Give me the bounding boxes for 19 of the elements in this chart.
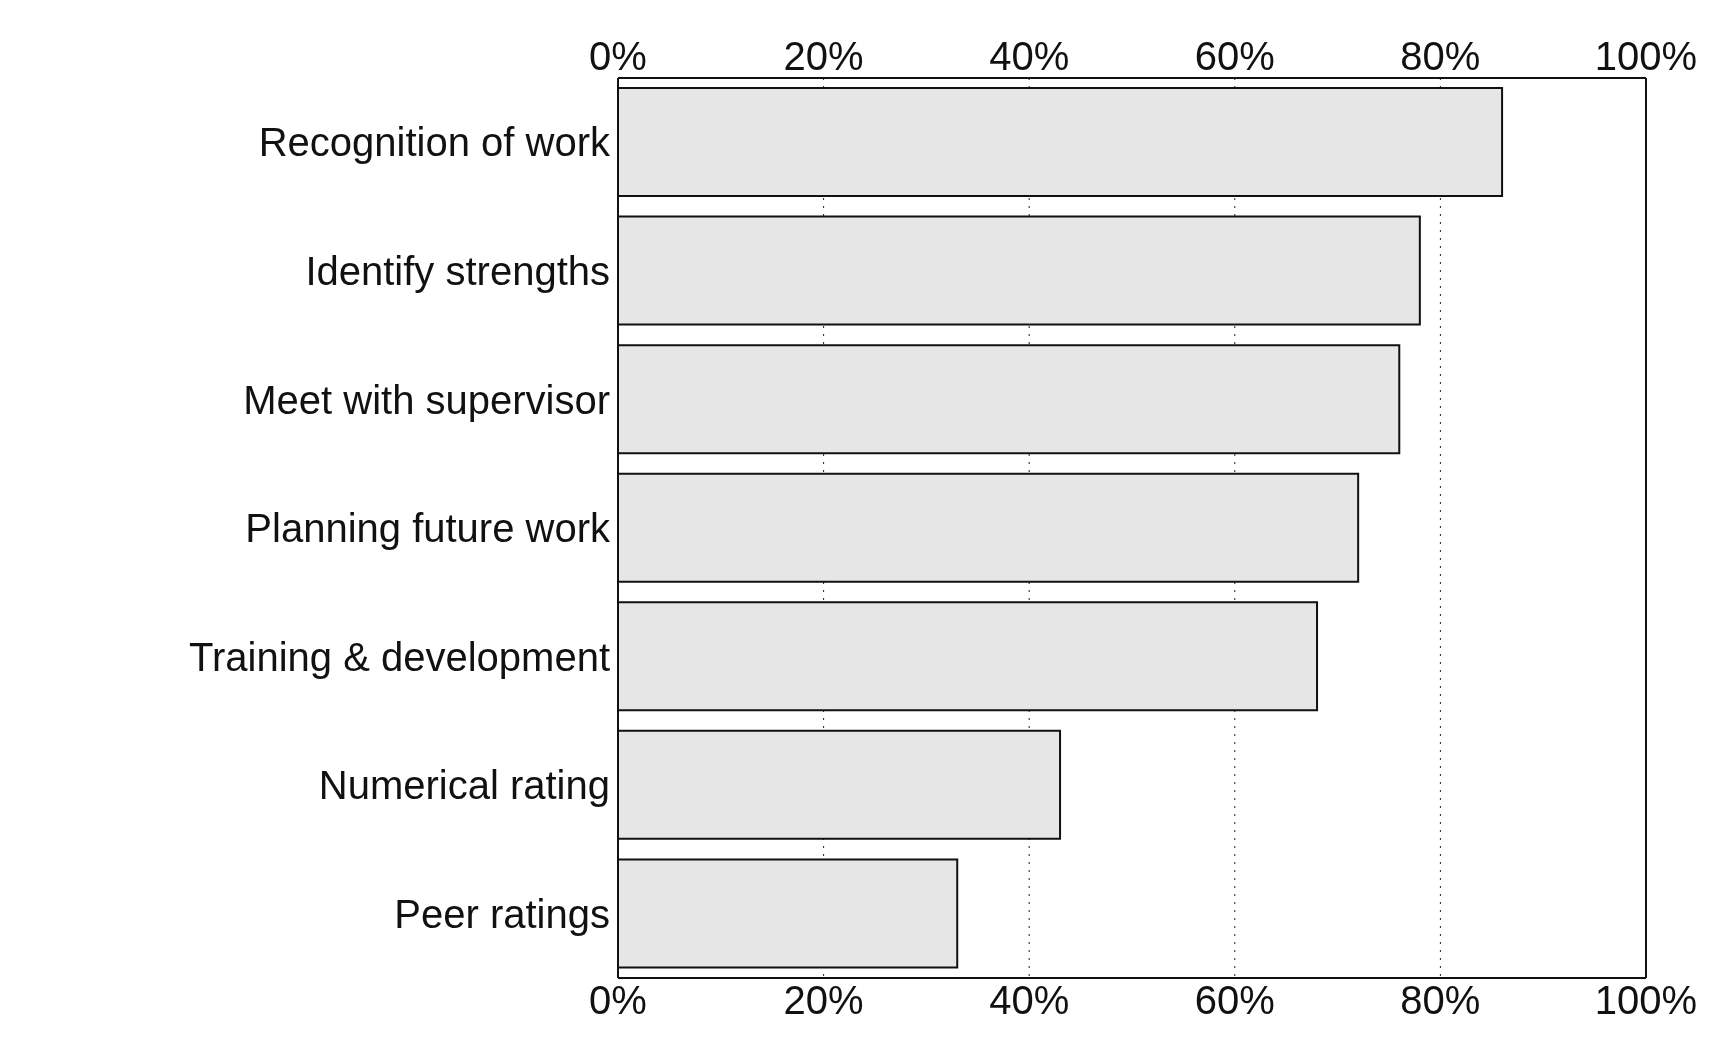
y-tick-label: Numerical rating bbox=[318, 763, 610, 808]
x-tick-label: 20% bbox=[783, 978, 864, 1023]
y-tick-label: Planning future work bbox=[245, 506, 611, 551]
x-tick-label: 60% bbox=[1194, 978, 1275, 1023]
y-tick-label: Identify strengths bbox=[305, 249, 610, 294]
x2-tick-label: 20% bbox=[783, 34, 864, 78]
x2-tick-label: 80% bbox=[1400, 34, 1481, 78]
x2-tick-label: 0% bbox=[589, 34, 647, 78]
x2-tick-label: 100% bbox=[1594, 34, 1698, 78]
x-tick-label: 80% bbox=[1400, 978, 1481, 1023]
y-tick-label: Recognition of work bbox=[258, 120, 611, 165]
x2-tick-label: 60% bbox=[1194, 34, 1275, 78]
x-tick-label: 0% bbox=[589, 978, 647, 1023]
x-tick-label: 100% bbox=[1594, 978, 1698, 1023]
y-tick-label: Training & development bbox=[189, 634, 610, 679]
x2-tick-label: 40% bbox=[989, 34, 1070, 78]
x-tick-label: 40% bbox=[989, 978, 1070, 1023]
y-tick-label: Peer ratings bbox=[394, 891, 610, 936]
y-tick-label: Meet with supervisor bbox=[243, 377, 610, 422]
